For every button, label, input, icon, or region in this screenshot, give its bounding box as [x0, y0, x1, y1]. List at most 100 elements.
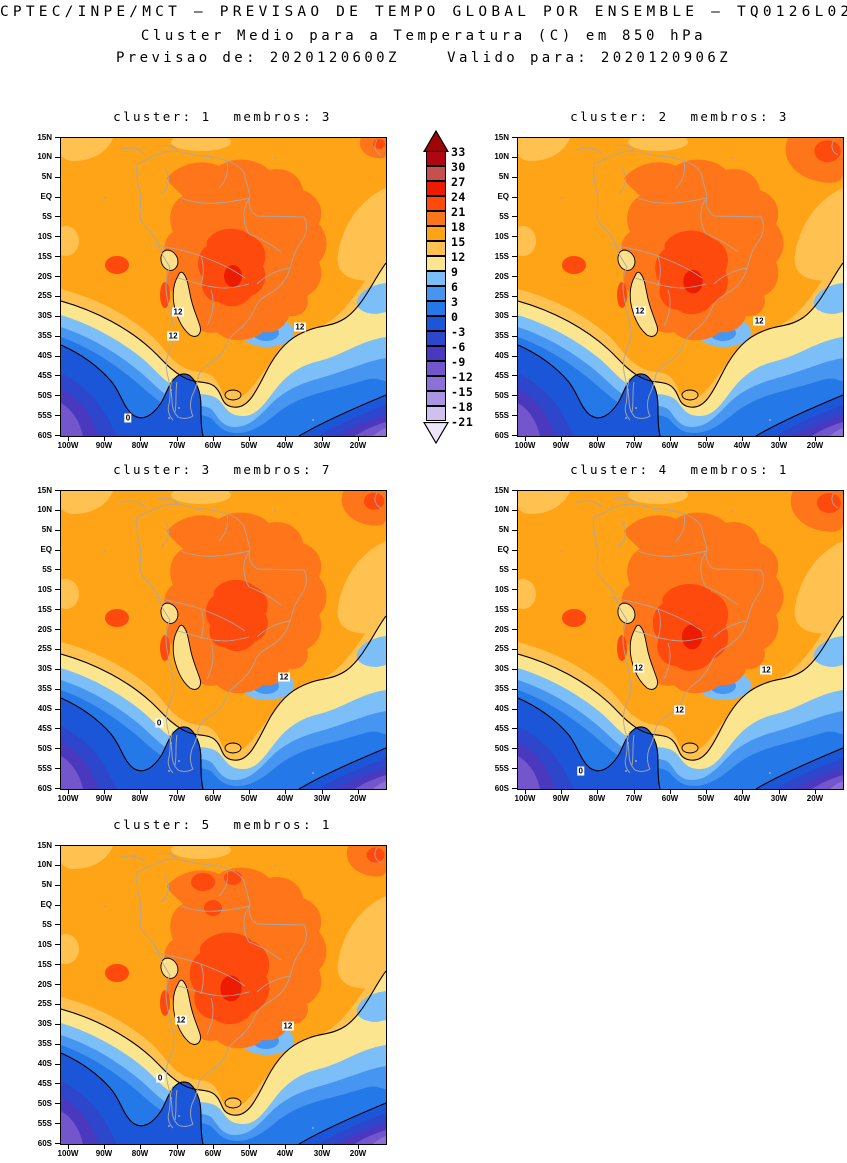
- lat-tick: [55, 435, 60, 436]
- lat-tick: [512, 315, 517, 317]
- colorbar-band: [426, 286, 446, 301]
- lat-tick: [55, 156, 60, 158]
- colorbar-band: [426, 271, 446, 286]
- lon-tick: [815, 789, 816, 794]
- lon-tick-label: 70W: [168, 794, 186, 803]
- lon-tick: [525, 436, 526, 441]
- contour-label: 12: [174, 1015, 187, 1025]
- lat-tick: [512, 216, 517, 218]
- lon-tick: [213, 436, 214, 441]
- lon-tick: [249, 789, 250, 794]
- lon-tick: [358, 789, 359, 794]
- lat-tick: [55, 768, 60, 770]
- lat-tick-label: 25S: [37, 291, 52, 301]
- lon-tick-label: 20W: [349, 794, 367, 803]
- lon-tick: [634, 789, 635, 794]
- cluster-label: cluster:: [113, 109, 193, 124]
- colorbar-arrow-down-icon: [423, 422, 449, 444]
- lat-tick-label: EQ: [497, 545, 509, 555]
- lat-tick: [55, 964, 60, 966]
- cluster-label: cluster:: [113, 817, 193, 832]
- map-plot-area: 12 12 12 0: [517, 490, 844, 790]
- colorbar-tick-label: -9: [451, 355, 466, 369]
- lat-tick: [55, 137, 60, 138]
- lat-tick: [55, 1043, 60, 1045]
- lon-tick-label: 30W: [770, 441, 788, 450]
- lat-tick: [55, 216, 60, 218]
- lon-tick: [140, 789, 141, 794]
- lat-tick-label: 10N: [37, 860, 52, 870]
- colorbar-arrow-up-icon: [423, 130, 449, 152]
- lat-tick: [55, 256, 60, 258]
- lat-tick-label: 55S: [494, 763, 509, 773]
- lat-tick-label: 10N: [494, 505, 509, 515]
- temperature-contour-map: [61, 491, 386, 789]
- lat-tick: [512, 748, 517, 750]
- lat-tick: [55, 708, 60, 710]
- lat-tick: [512, 648, 517, 650]
- lat-tick: [55, 589, 60, 591]
- panel-title: cluster: 3 membros: 7: [60, 462, 385, 477]
- lat-tick-label: 20S: [494, 624, 509, 634]
- lat-tick-label: 55S: [37, 410, 52, 420]
- lat-tick-label: 15S: [37, 251, 52, 261]
- colorbar-tick-label: -21: [451, 415, 474, 429]
- colorbar-band: [426, 316, 446, 331]
- contour-label: 12: [281, 1021, 294, 1031]
- lat-tick-label: 50S: [37, 1098, 52, 1108]
- lat-tick: [512, 509, 517, 511]
- lat-tick-label: 5N: [41, 525, 52, 535]
- lon-tick: [104, 436, 105, 441]
- membros-label: membros:: [233, 109, 313, 124]
- lon-tick-label: 70W: [168, 441, 186, 450]
- colorbar-tick-label: 33: [451, 145, 466, 159]
- lon-tick-label: 100W: [57, 1149, 79, 1158]
- lat-tick: [512, 569, 517, 571]
- map-plot-area: 12 0: [60, 490, 387, 790]
- lat-tick: [512, 728, 517, 730]
- lon-tick-label: 40W: [733, 441, 751, 450]
- temperature-contour-map: [518, 138, 843, 436]
- lat-tick: [55, 1083, 60, 1085]
- lon-tick-label: 20W: [349, 1149, 367, 1158]
- contour-label: 0: [156, 1073, 164, 1083]
- lon-tick: [561, 436, 562, 441]
- lat-tick: [55, 864, 60, 866]
- lat-tick-label: 10S: [494, 231, 509, 241]
- cluster-value: 1: [201, 109, 212, 124]
- temperature-contour-map: [518, 491, 843, 789]
- lon-tick: [358, 436, 359, 441]
- map-panel-cluster-2: cluster: 2 membros: 3 12 12 15N 10N 5N EQ 5S 10S 15S…: [472, 109, 847, 455]
- lat-tick: [55, 375, 60, 377]
- contour-label: 12: [673, 705, 686, 715]
- lat-tick: [512, 490, 517, 491]
- lat-tick: [55, 1103, 60, 1105]
- contour-label: 0: [576, 766, 585, 776]
- lat-tick: [512, 256, 517, 258]
- lon-tick-label: 90W: [552, 441, 570, 450]
- lat-tick-label: 15N: [37, 132, 52, 142]
- lon-tick: [670, 789, 671, 794]
- lat-tick-label: 50S: [37, 743, 52, 753]
- lat-tick-label: 15S: [37, 604, 52, 614]
- lat-tick-label: 45S: [37, 1078, 52, 1088]
- lat-tick-label: 35S: [37, 331, 52, 341]
- lon-tick-label: 90W: [95, 1149, 113, 1158]
- colorbar-tick-label: 6: [451, 280, 459, 294]
- lon-tick-label: 60W: [661, 441, 679, 450]
- colorbar-band: [426, 301, 446, 316]
- panel-title: cluster: 2 membros: 3: [517, 109, 842, 124]
- lat-tick: [55, 924, 60, 926]
- lon-tick-label: 100W: [514, 441, 536, 450]
- map-panel-cluster-5: cluster: 5 membros: 1 12 12 0 15N 10N 5N EQ 5S 10S 15…: [15, 817, 395, 1163]
- lon-tick-label: 20W: [806, 794, 824, 803]
- lon-tick-label: 100W: [514, 794, 536, 803]
- lat-tick: [55, 884, 60, 886]
- colorbar-band: [426, 181, 446, 196]
- lat-tick-label: 10S: [37, 584, 52, 594]
- lon-tick: [140, 1144, 141, 1149]
- lat-tick: [512, 435, 517, 436]
- cluster-label: cluster:: [570, 109, 650, 124]
- lat-tick: [512, 415, 517, 417]
- membros-label: membros:: [690, 109, 770, 124]
